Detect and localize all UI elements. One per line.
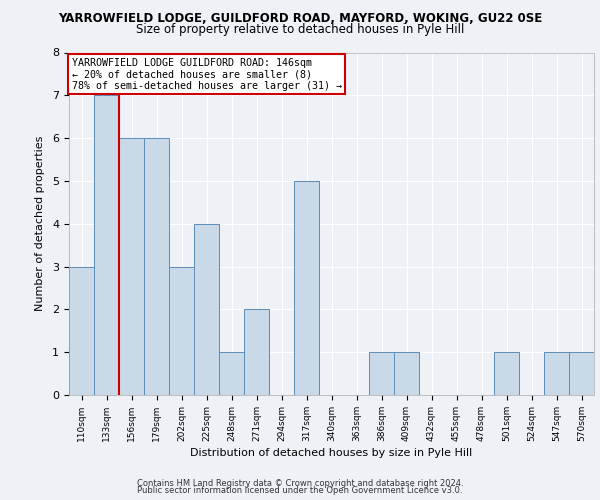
Bar: [119, 138, 144, 395]
Bar: [544, 352, 569, 395]
Bar: [394, 352, 419, 395]
Bar: [569, 352, 594, 395]
Bar: [494, 352, 519, 395]
Bar: [219, 352, 244, 395]
Bar: [369, 352, 394, 395]
Text: YARROWFIELD LODGE GUILDFORD ROAD: 146sqm
← 20% of detached houses are smaller (8: YARROWFIELD LODGE GUILDFORD ROAD: 146sqm…: [71, 58, 341, 91]
Text: Contains HM Land Registry data © Crown copyright and database right 2024.: Contains HM Land Registry data © Crown c…: [137, 478, 463, 488]
Text: YARROWFIELD LODGE, GUILDFORD ROAD, MAYFORD, WOKING, GU22 0SE: YARROWFIELD LODGE, GUILDFORD ROAD, MAYFO…: [58, 12, 542, 26]
Bar: [169, 266, 194, 395]
Bar: [69, 266, 94, 395]
Text: Public sector information licensed under the Open Government Licence v3.0.: Public sector information licensed under…: [137, 486, 463, 495]
Bar: [94, 96, 119, 395]
Bar: [294, 181, 319, 395]
X-axis label: Distribution of detached houses by size in Pyle Hill: Distribution of detached houses by size …: [190, 448, 473, 458]
Text: Size of property relative to detached houses in Pyle Hill: Size of property relative to detached ho…: [136, 22, 464, 36]
Bar: [194, 224, 219, 395]
Y-axis label: Number of detached properties: Number of detached properties: [35, 136, 45, 312]
Bar: [244, 310, 269, 395]
Bar: [144, 138, 169, 395]
